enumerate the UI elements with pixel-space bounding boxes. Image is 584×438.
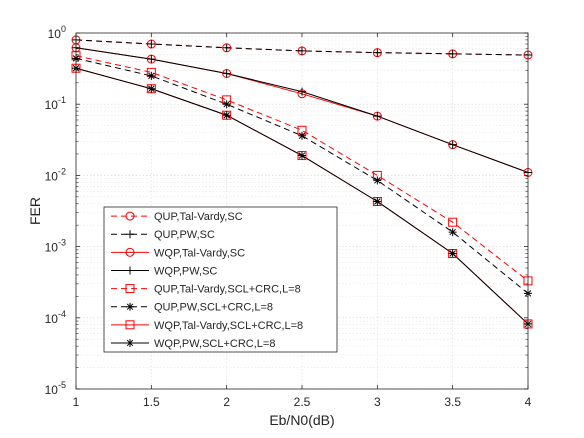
- legend-label-4: WQP,PW,SC: [154, 265, 217, 277]
- series-6-marker: [298, 131, 306, 140]
- series-line-5: [75, 55, 529, 282]
- series-6-marker: [373, 176, 382, 185]
- legend-marker-1: [125, 211, 135, 221]
- x-tick-label: 1: [73, 395, 80, 409]
- series-5-marker: [448, 217, 458, 227]
- legend-label-7: WQP,Tal-Vardy,SCL+CRC,L=8: [154, 320, 303, 332]
- y-tick-label: 10-1: [45, 95, 66, 112]
- series-6-marker: [222, 100, 231, 109]
- legend-marker-8: [126, 338, 134, 347]
- series-8-marker: [222, 111, 231, 120]
- series-8-marker: [373, 197, 382, 206]
- legend: QUP,Tal-Vardy,SC QUP,PW,SC WQP,Tal-Vardy,S…: [103, 206, 338, 353]
- series-2-marker: [448, 49, 457, 58]
- series-2-marker: [298, 46, 306, 55]
- series-4-marker: [298, 87, 306, 96]
- y-tick-label: 100: [48, 24, 66, 41]
- legend-label-6: QUP,PW,SCL+CRC,L=8: [154, 302, 273, 314]
- legend-marker-5: [125, 284, 135, 294]
- x-tick-label: 2: [223, 395, 230, 409]
- x-tick-label: 3: [374, 395, 381, 409]
- legend-marker-3: [125, 247, 135, 257]
- legend-label-3: WQP,Tal-Vardy,SC: [154, 247, 245, 259]
- legend-marker-6: [126, 302, 134, 311]
- series-6-marker: [147, 71, 156, 80]
- axis-ticks: 1 1.5 2 2.5 3 3.5 4 100 10-1 10-2 10-3 10-4 10-5: [45, 24, 532, 409]
- series-8-marker: [448, 249, 457, 258]
- series-4-marker: [222, 69, 231, 78]
- x-tick-label: 4: [525, 395, 532, 409]
- series-2-marker: [373, 48, 382, 57]
- legend-label-5: QUP,Tal-Vardy,SCL+CRC,L=8: [154, 284, 301, 296]
- series-4-marker: [448, 140, 457, 149]
- x-axis-label: Eb/N0(dB): [269, 412, 334, 428]
- legend-marker-7: [125, 320, 135, 330]
- legend-box: [103, 206, 338, 353]
- y-tick-label: 10-2: [45, 166, 66, 183]
- y-tick-label: 10-4: [45, 309, 66, 326]
- x-tick-label: 1.5: [143, 395, 160, 409]
- y-axis-label: FER: [27, 197, 43, 225]
- legend-label-8: WQP,PW,SCL+CRC,L=8: [154, 338, 275, 350]
- series-8-marker: [298, 151, 306, 160]
- x-tick-label: 2.5: [294, 395, 311, 409]
- series-4-marker: [147, 55, 156, 64]
- x-tick-label: 3.5: [444, 395, 461, 409]
- legend-marker-4: [126, 266, 134, 275]
- legend-marker-2: [126, 230, 134, 239]
- legend-label-2: QUP,PW,SC: [154, 229, 215, 241]
- series-2-marker: [222, 43, 231, 52]
- legend-label-1: QUP,Tal-Vardy,SC: [154, 211, 243, 223]
- series-2-marker: [147, 40, 156, 49]
- y-tick-label: 10-3: [45, 238, 66, 255]
- series-4-marker: [373, 112, 382, 121]
- series-6-marker: [448, 228, 457, 237]
- y-tick-label: 10-5: [45, 380, 66, 397]
- series-8-marker: [147, 84, 156, 93]
